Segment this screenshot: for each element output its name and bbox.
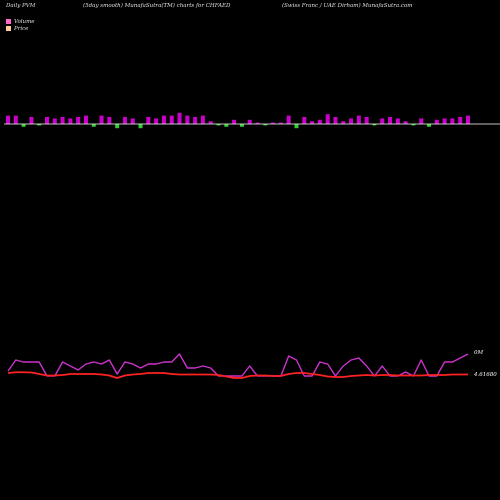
volume-bar [21, 124, 26, 127]
volume-bar [146, 117, 151, 124]
volume-bar [247, 119, 252, 124]
volume-bar [450, 118, 455, 124]
volume-bar [458, 117, 463, 124]
price-axis-label: 4.61680 [473, 372, 497, 378]
volume-bar [68, 118, 73, 124]
volume-bar [185, 115, 190, 124]
volume-bar [333, 117, 338, 124]
volume-bar [411, 124, 416, 126]
price-lines [7, 353, 469, 379]
volume-bar [286, 115, 291, 124]
volume-bar [6, 115, 10, 124]
volume-bar [208, 121, 213, 124]
volume-bar [442, 118, 447, 124]
volume-bar [76, 117, 81, 124]
volume-bar [52, 118, 57, 124]
price-line [7, 371, 468, 379]
volume-bar [341, 121, 346, 124]
volume-bar [154, 118, 159, 124]
legend-swatch-volume [6, 19, 11, 24]
volume-bar [161, 115, 166, 124]
legend-label-volume: Volume [14, 18, 35, 25]
volume-bar [60, 117, 65, 124]
volume-bar [271, 122, 276, 124]
volume-bar [200, 115, 205, 124]
volume-bar [380, 118, 385, 124]
legend-item-volume: Volume [6, 18, 35, 25]
volume-bar [278, 122, 283, 124]
volume-bar [37, 124, 42, 126]
chart-header-left: Daily PVM [6, 3, 36, 9]
chart-header-center: (5day smooth) MunafaSutra(TM) charts for… [83, 3, 231, 9]
volume-bars [6, 112, 470, 129]
volume-bar [255, 122, 260, 124]
volume-bar [169, 115, 174, 124]
volume-bar [364, 117, 369, 124]
volume-bar [310, 121, 315, 124]
volume-bar [372, 124, 377, 126]
volume-bar [216, 124, 221, 126]
volume-bar [317, 119, 322, 124]
volume-bar [263, 124, 268, 126]
volume-axis-label: 0M [474, 350, 483, 356]
legend-label-price: Price [14, 25, 29, 32]
volume-bar [224, 124, 229, 127]
volume-bar [356, 115, 361, 124]
volume-bar [138, 124, 143, 129]
legend-item-price: Price [6, 25, 35, 32]
volume-bar [294, 124, 299, 129]
volume-bar [388, 117, 393, 124]
volume-bar [239, 124, 244, 127]
volume-bar [427, 124, 432, 127]
volume-bar [193, 117, 198, 124]
volume-bar [91, 124, 96, 127]
volume-bar [302, 117, 307, 124]
volume-bar [325, 114, 330, 124]
pvm-line [7, 353, 469, 377]
volume-bar [99, 115, 104, 124]
volume-bar [349, 118, 354, 124]
volume-bar [434, 119, 439, 124]
volume-bar [13, 115, 18, 124]
volume-bar [115, 124, 120, 129]
volume-bar [29, 117, 34, 124]
volume-bar [466, 115, 470, 124]
volume-bar [44, 117, 49, 124]
volume-bar [395, 118, 400, 124]
volume-bar [130, 118, 135, 124]
chart-legend: Volume Price [6, 18, 35, 32]
volume-bar [403, 121, 408, 124]
volume-bar [177, 112, 182, 124]
legend-swatch-price [6, 26, 11, 31]
volume-bar [107, 117, 112, 124]
volume-bar [232, 119, 237, 124]
chart-header-right: (Swiss Franc / UAE Dirham) MunafaSutra.c… [282, 3, 413, 9]
volume-bar [122, 117, 127, 124]
volume-bar [83, 115, 88, 124]
volume-bar [419, 118, 424, 124]
